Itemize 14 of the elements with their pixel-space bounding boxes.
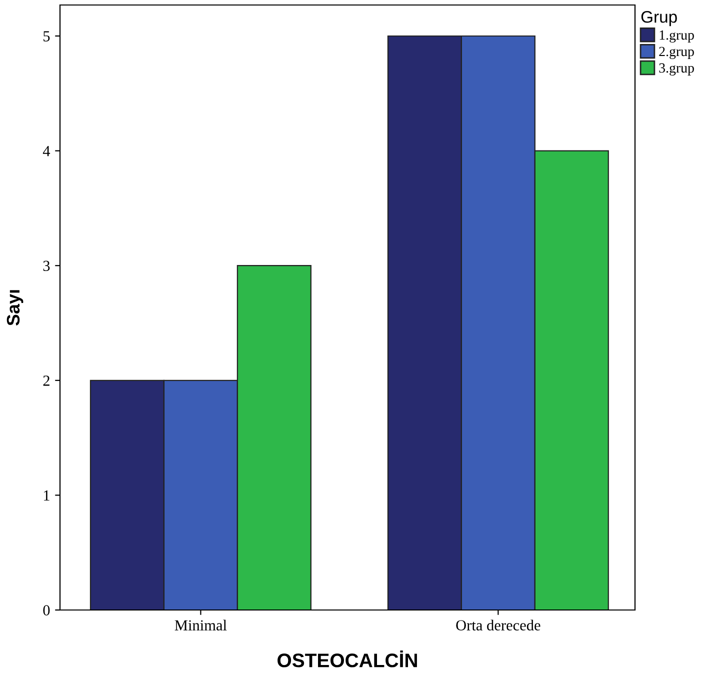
y-tick-label: 4 (42, 146, 50, 156)
x-tick-label: Orta derecede (456, 620, 540, 630)
y-axis-title: Sayı (6, 290, 24, 326)
legend-title: Grup (641, 10, 677, 26)
y-tick-label: 0 (43, 605, 50, 616)
legend-label: 2.grup (659, 46, 694, 60)
legend-label: 3.grup (659, 63, 694, 76)
x-tick-label: Minimal (174, 620, 227, 630)
x-axis-title: OSTEOCALCİN (278, 650, 417, 668)
y-tick-label: 3 (43, 260, 50, 272)
y-tick-label: 2 (43, 376, 50, 386)
legend-label: 1.grup (660, 30, 694, 43)
y-tick-label: 1 (44, 490, 50, 500)
y-tick-label: 5 (44, 31, 50, 42)
